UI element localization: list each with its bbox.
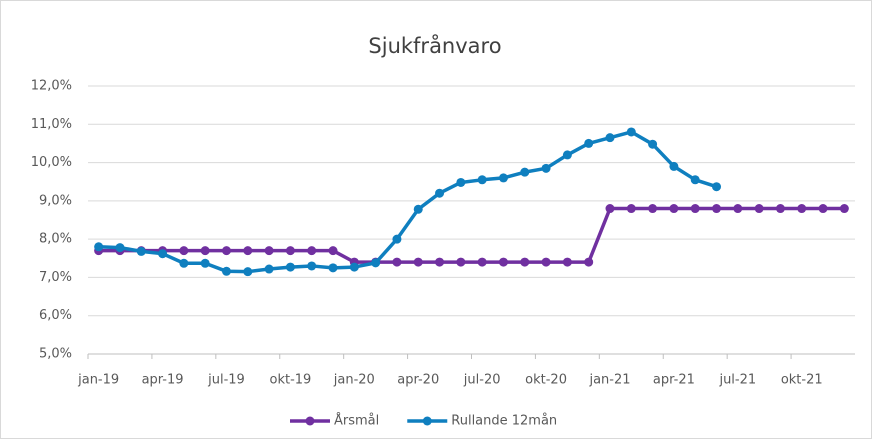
- data-point: [498, 257, 508, 267]
- data-point: [435, 188, 445, 198]
- data-point: [839, 204, 849, 214]
- data-point: [498, 173, 508, 183]
- data-point: [477, 175, 487, 185]
- data-point: [456, 177, 466, 187]
- data-point: [648, 204, 658, 214]
- data-point: [520, 167, 530, 177]
- data-point: [94, 242, 104, 252]
- data-point: [285, 246, 295, 256]
- data-point: [584, 138, 594, 148]
- data-point: [221, 246, 231, 256]
- data-point: [285, 262, 295, 272]
- x-tick-label: okt-20: [525, 373, 567, 388]
- x-tick-label: okt-21: [781, 373, 823, 388]
- data-point: [818, 204, 828, 214]
- data-point: [179, 258, 189, 268]
- data-point: [328, 246, 338, 256]
- y-tick-label: 5,0%: [39, 347, 72, 362]
- data-point: [562, 257, 572, 267]
- y-tick-label: 6,0%: [39, 308, 72, 323]
- data-point: [584, 257, 594, 267]
- x-tick-label: apr-21: [653, 373, 695, 388]
- legend-label: Årsmål: [334, 413, 379, 429]
- y-tick-label: 10,0%: [31, 155, 72, 170]
- data-point: [264, 264, 274, 274]
- data-point: [200, 246, 210, 256]
- x-tick-label: jan-19: [77, 373, 119, 388]
- x-tick-label: jul-19: [207, 373, 245, 388]
- data-point: [775, 204, 785, 214]
- data-point: [797, 204, 807, 214]
- data-point: [158, 249, 168, 259]
- x-tick-label: jan-20: [333, 373, 375, 388]
- data-point: [648, 139, 658, 149]
- data-point: [520, 257, 530, 267]
- data-point: [733, 204, 743, 214]
- data-point: [541, 257, 551, 267]
- data-point: [392, 257, 402, 267]
- data-point: [115, 243, 125, 253]
- data-point: [200, 258, 210, 268]
- data-point: [349, 262, 359, 272]
- data-point: [243, 267, 253, 277]
- data-point: [605, 204, 615, 214]
- x-tick-label: jul-21: [718, 373, 756, 388]
- y-tick-label: 8,0%: [39, 232, 72, 247]
- data-point: [690, 175, 700, 185]
- y-tick-label: 12,0%: [31, 79, 72, 94]
- legend-marker: [422, 416, 432, 426]
- data-point: [392, 234, 402, 244]
- data-point: [669, 204, 679, 214]
- data-point: [307, 261, 317, 271]
- data-point: [435, 257, 445, 267]
- x-tick-label: jan-21: [588, 373, 630, 388]
- data-point: [712, 182, 722, 192]
- data-point: [264, 246, 274, 256]
- x-tick-label: apr-19: [142, 373, 184, 388]
- data-point: [179, 246, 189, 256]
- data-point: [605, 133, 615, 143]
- data-point: [626, 127, 636, 137]
- y-tick-label: 11,0%: [31, 117, 72, 132]
- data-point: [413, 204, 423, 214]
- data-point: [690, 204, 700, 214]
- data-point: [562, 150, 572, 160]
- x-tick-label: okt-19: [269, 373, 311, 388]
- data-point: [669, 161, 679, 171]
- data-point: [626, 204, 636, 214]
- y-tick-label: 9,0%: [39, 193, 72, 208]
- x-tick-label: jul-20: [463, 373, 501, 388]
- legend-marker: [305, 416, 315, 426]
- data-point: [413, 257, 423, 267]
- data-point: [136, 246, 146, 256]
- y-tick-label: 7,0%: [39, 270, 72, 285]
- data-point: [541, 163, 551, 173]
- data-point: [712, 204, 722, 214]
- x-tick-label: apr-20: [397, 373, 439, 388]
- data-point: [456, 257, 466, 267]
- chart-title: Sjukfrånvaro: [368, 33, 501, 58]
- data-point: [221, 266, 231, 276]
- data-point: [243, 246, 253, 256]
- data-point: [328, 263, 338, 273]
- data-point: [754, 204, 764, 214]
- legend-label: Rullande 12mån: [451, 414, 557, 429]
- data-point: [307, 246, 317, 256]
- data-point: [371, 258, 381, 268]
- data-point: [477, 257, 487, 267]
